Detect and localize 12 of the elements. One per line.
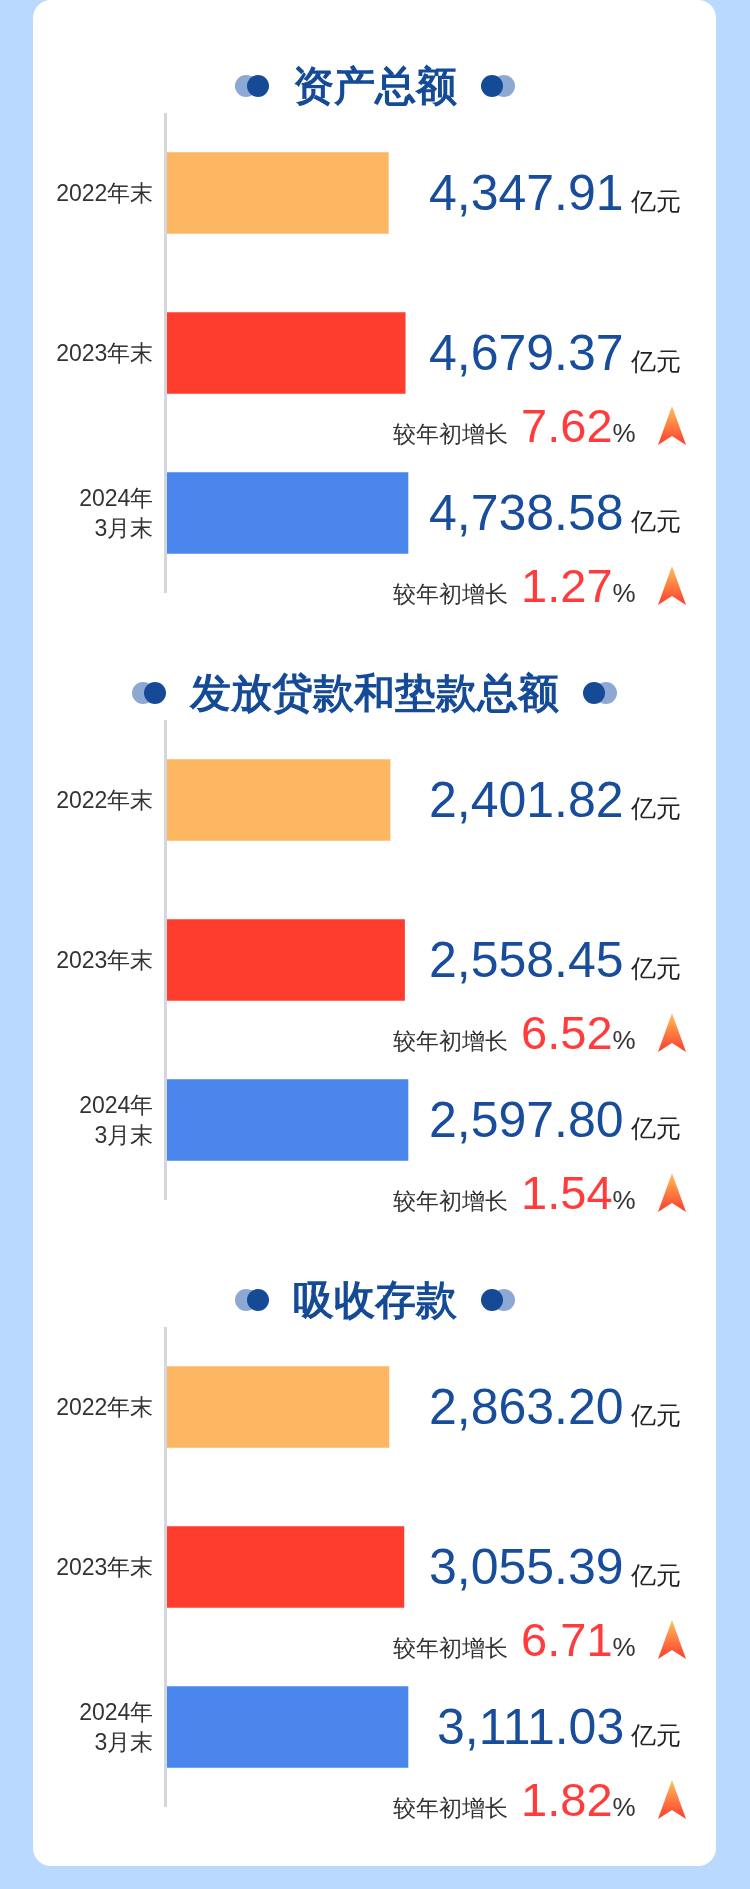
y-tick-label: 2022年末	[56, 180, 154, 207]
y-tick-label: 2023年末	[56, 340, 154, 367]
y-tick-label: 2024年 3月末	[79, 1092, 154, 1148]
chart-title: 资产总额	[292, 61, 457, 111]
y-tick-label: 2023年末	[56, 1554, 154, 1581]
y-tick-label: 2024年 3月末	[79, 485, 154, 541]
y-tick-label: 2024年 3月末	[79, 1699, 154, 1755]
chart-title: 吸收存款	[292, 1275, 457, 1325]
chart-title: 发放贷款和垫款总额	[190, 668, 559, 718]
y-tick-label: 2023年末	[56, 947, 154, 974]
y-tick-label: 2022年末	[56, 787, 154, 814]
y-tick-label: 2022年末	[56, 1394, 154, 1421]
